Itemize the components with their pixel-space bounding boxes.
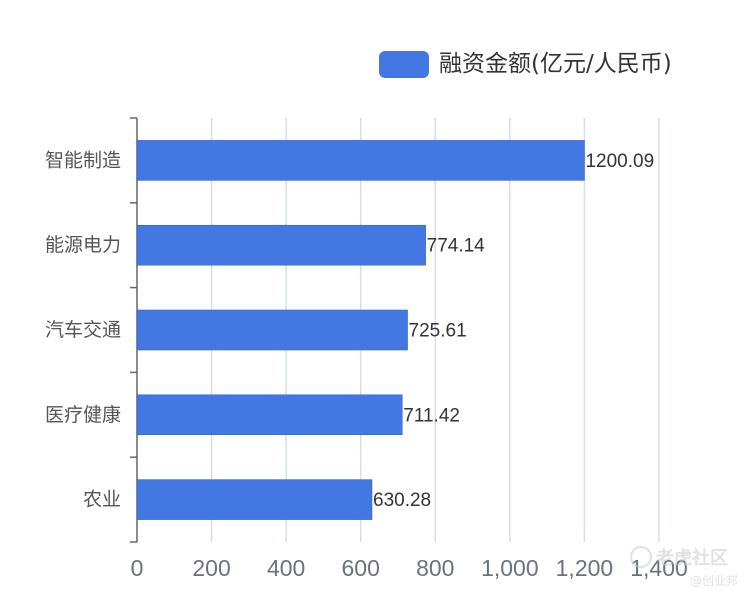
x-tick-label: 600 bbox=[342, 555, 380, 581]
bar bbox=[136, 140, 585, 181]
x-tick-label: 200 bbox=[192, 555, 230, 581]
value-label: 630.28 bbox=[373, 490, 431, 511]
watermark-text: 老虎社区 bbox=[656, 548, 728, 569]
bar bbox=[136, 309, 408, 351]
value-label: 774.14 bbox=[427, 236, 486, 257]
category-label: 能源电力 bbox=[45, 234, 121, 256]
legend-swatch bbox=[379, 50, 429, 78]
category-label: 智能制造 bbox=[45, 149, 121, 171]
legend[interactable]: 融资金额(亿元/人民币) bbox=[379, 47, 672, 81]
value-label: 711.42 bbox=[403, 405, 460, 426]
x-tick-label: 1,200 bbox=[556, 555, 614, 581]
bar bbox=[136, 224, 426, 266]
category-label: 医疗健康 bbox=[45, 404, 121, 426]
category-label: 汽车交通 bbox=[45, 319, 121, 341]
value-label: 1200.09 bbox=[585, 151, 654, 172]
category-label: 农业 bbox=[83, 489, 121, 511]
x-tick-label: 400 bbox=[267, 555, 305, 581]
value-label: 725.61 bbox=[409, 321, 467, 342]
watermark-subtext: @创业邦 bbox=[690, 574, 739, 588]
legend-label: 融资金额(亿元/人民币) bbox=[439, 51, 672, 77]
watermark: 老虎社区 @创业邦 bbox=[630, 542, 740, 592]
x-tick-label: 0 bbox=[131, 555, 144, 581]
x-tick-label: 800 bbox=[416, 555, 454, 581]
tiger-community-logo-icon bbox=[630, 546, 652, 568]
bar bbox=[136, 479, 373, 520]
x-tick-label: 1,000 bbox=[481, 555, 539, 581]
bar bbox=[136, 394, 403, 436]
